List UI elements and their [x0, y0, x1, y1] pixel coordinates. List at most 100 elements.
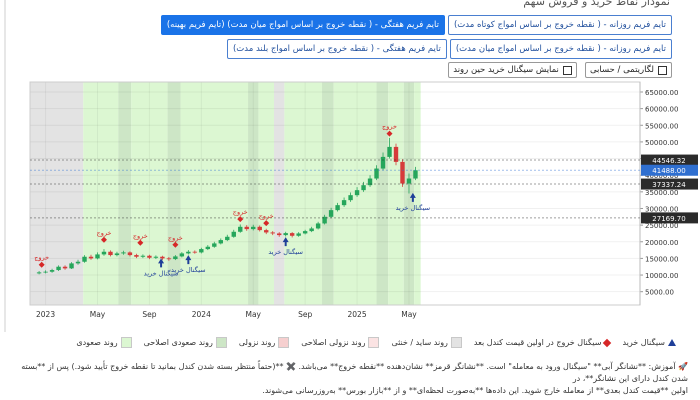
- tab-row: تایم فریم روزانه - ( نقطه خروج بر اساس ا…: [226, 39, 672, 59]
- trend-region: [83, 82, 119, 305]
- candle-body: [160, 256, 165, 259]
- timeframe-tab[interactable]: تایم فریم هفتگی - ( نقطه خروج بر اساس ام…: [226, 39, 447, 59]
- price-tag-label: 27169.70: [652, 215, 685, 223]
- candle-body: [121, 252, 126, 254]
- candle-body: [186, 251, 191, 254]
- legend-item: روند صعودی: [76, 337, 132, 348]
- trend-region: [248, 82, 259, 305]
- checkbox[interactable]: [562, 65, 572, 75]
- trend-region: [180, 82, 249, 305]
- legend-item: سیگنال خروج در اولین قیمت کندل بعد: [474, 337, 612, 348]
- candle-body: [147, 255, 152, 258]
- note-line: اولین **قیمت کندل بعدی** از معامله خارج …: [262, 386, 688, 395]
- candle-body: [270, 232, 275, 234]
- candle-body: [88, 256, 94, 259]
- timeframe-tab[interactable]: تایم فریم روزانه - ( نقطه خروج بر اساس ا…: [449, 39, 672, 59]
- candle-body: [393, 146, 399, 162]
- trend-region: [118, 82, 132, 305]
- candle-body: [335, 205, 340, 211]
- price-tag-label: 37337.24: [652, 181, 686, 189]
- trend-region: [284, 82, 323, 305]
- price-tag: [641, 178, 698, 190]
- candle-body: [56, 266, 61, 271]
- trend-region: [388, 82, 404, 305]
- chart: 5000.00 10000.00 15000.00 20000.00 25000.00 3…: [4, 0, 698, 332]
- checkbox[interactable]: [658, 65, 667, 75]
- legend-label: روند صعودی اصلاحی: [143, 338, 213, 347]
- candle-body: [289, 233, 295, 236]
- candle-body: [328, 210, 334, 217]
- candle-body: [315, 223, 321, 229]
- legend-swatch: [120, 337, 132, 348]
- candle-body: [95, 254, 100, 259]
- y-tick-label: 60000.00: [645, 106, 678, 114]
- trend-region: [376, 82, 389, 305]
- toggle-label: لگاریتمی / حسابی: [589, 65, 654, 75]
- trend-region: [131, 82, 168, 305]
- exit-label: خروج: [259, 212, 274, 220]
- y-tick-label: 20000.00: [645, 239, 678, 247]
- legend-label: روند ساید / خنثی: [391, 338, 448, 347]
- candle-body: [264, 230, 269, 233]
- candle-body: [134, 255, 139, 257]
- exit-marker: [386, 130, 393, 137]
- buy-marker: [185, 255, 192, 265]
- tab-row: تایم فریم روزانه - ( نقطه خروج بر اساس ا…: [160, 15, 672, 35]
- candle-body: [244, 226, 249, 230]
- trend-region: [167, 82, 181, 305]
- candle-body: [179, 253, 185, 257]
- x-tick-label: Sep: [298, 310, 312, 319]
- legend-item: روند صعودی اصلاحی: [144, 337, 227, 348]
- trend-region: [414, 82, 421, 305]
- toggle[interactable]: لگاریتمی / حسابی: [584, 62, 672, 78]
- buy-marker: [158, 258, 165, 268]
- x-tick-label: May: [401, 310, 417, 319]
- exit-marker: [137, 239, 144, 246]
- exit-label: خروج: [233, 208, 248, 216]
- y-tick-label: 50000.00: [645, 139, 678, 147]
- legend-item: روند نزولی اصلاحی: [301, 337, 380, 348]
- candle-body: [374, 168, 379, 179]
- candle-body: [153, 256, 159, 258]
- candle-body: [367, 178, 373, 186]
- candle-body: [43, 271, 48, 273]
- price-tag-label: 44546.32: [652, 157, 685, 165]
- candle-body: [309, 228, 314, 232]
- trend-region: [274, 82, 285, 305]
- price-tag: [641, 164, 698, 176]
- timeframe-tab[interactable]: تایم فریم روزانه - ( نقطه خروج بر اساس ا…: [447, 15, 672, 35]
- legend-swatch: [668, 339, 676, 346]
- candle-body: [127, 252, 133, 256]
- price-tag: [641, 154, 698, 166]
- candle-body: [406, 178, 412, 184]
- candle-body: [251, 226, 256, 230]
- y-tick-label: 5000.00: [645, 289, 674, 297]
- candle-body: [413, 170, 418, 179]
- candle-body: [238, 226, 243, 232]
- price-tag: [641, 212, 698, 224]
- trend-region: [322, 82, 334, 305]
- buy-label: سیگنال خرید: [268, 248, 303, 256]
- candle-body: [283, 233, 288, 236]
- legend-label: روند نزولی اصلاحی: [301, 338, 366, 347]
- candle-body: [108, 251, 113, 256]
- timeframe-tab[interactable]: تایم فریم هفتگی - ( نقطه خروج بر اساس ام…: [160, 15, 445, 35]
- exit-label: خروج: [97, 229, 112, 237]
- candle-body: [69, 263, 74, 269]
- legend-label: سیگنال خرید: [622, 338, 665, 347]
- toggle[interactable]: نمایش سیگنال خرید حین روند: [448, 62, 577, 78]
- candle-body: [276, 233, 282, 236]
- exit-marker: [100, 236, 107, 243]
- candle-body: [400, 161, 405, 184]
- candle-body: [218, 240, 223, 244]
- candle-body: [62, 266, 68, 269]
- candle-body: [387, 146, 392, 157]
- page-title: نمودار نقاط خرید و فروش سهم: [523, 0, 670, 8]
- note: 🚀 آموزش: **نشانگر آبی** "سیگنال ورود به …: [10, 361, 688, 397]
- legend-swatch: [450, 337, 462, 348]
- candle-body: [192, 251, 198, 253]
- candle-body: [231, 231, 236, 237]
- candle-body: [114, 253, 120, 256]
- candle-body: [199, 249, 204, 253]
- legend-label: روند نزولی: [238, 338, 276, 347]
